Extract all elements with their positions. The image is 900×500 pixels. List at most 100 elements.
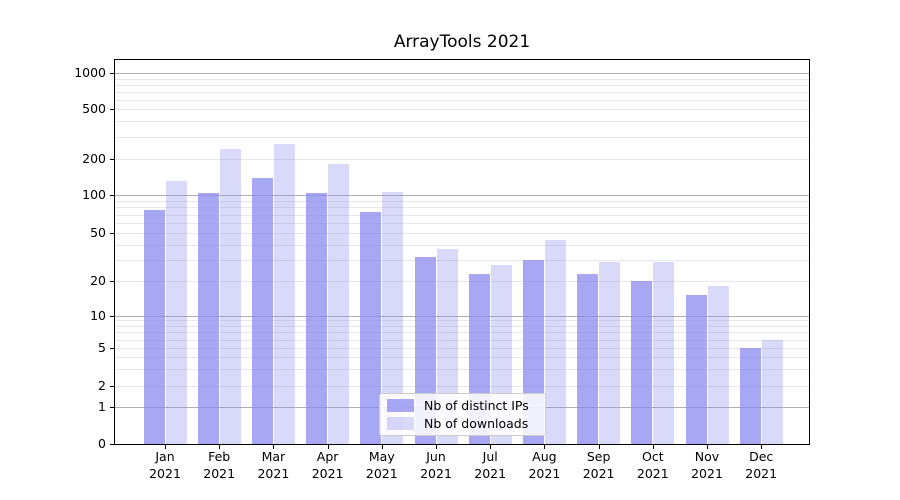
y-tick-label: 5 xyxy=(98,340,106,356)
plot-area: Nb of distinct IPs Nb of downloads xyxy=(114,59,810,445)
y-tick-label: 0 xyxy=(98,436,106,451)
x-tick-label-year: 2021 xyxy=(582,465,615,481)
x-tick-label: May 2021 xyxy=(352,449,412,482)
bar-downloads-apr xyxy=(328,164,350,444)
x-tick-mark xyxy=(436,445,437,449)
y-tick-label: 50 xyxy=(90,225,106,241)
bar-distinct-ips-feb xyxy=(197,193,219,444)
gridlines-layer xyxy=(115,60,809,444)
x-tick-label-year: 2021 xyxy=(420,465,452,481)
bar-distinct-ips-dec xyxy=(739,348,761,444)
x-tick-label: Jan 2021 xyxy=(135,449,195,482)
y-tick-mark xyxy=(110,386,114,387)
x-tick-label: Jul 2021 xyxy=(460,449,520,482)
x-tick-label-month: Jan xyxy=(155,449,175,464)
bar-downloads-dec xyxy=(761,339,783,444)
x-tick-label: Sep 2021 xyxy=(569,449,629,482)
x-tick-mark xyxy=(598,445,600,449)
x-tick-label-month: Jun xyxy=(426,449,446,464)
chart-title: ArrayTools 2021 xyxy=(393,32,531,52)
bar-distinct-ips-mar xyxy=(251,178,273,444)
y-tick-mark xyxy=(110,348,114,350)
gridline-minor xyxy=(115,326,809,328)
gridline-minor xyxy=(115,369,809,371)
x-tick-label-year: 2021 xyxy=(257,465,290,481)
y-tick-label: 10 xyxy=(90,307,106,323)
gridline-minor xyxy=(115,339,809,341)
x-tick-mark xyxy=(761,445,763,449)
gridline-minor xyxy=(115,136,809,138)
y-tick-mark xyxy=(110,195,114,196)
gridline-minor xyxy=(115,357,809,359)
x-tick-label-month: Nov xyxy=(694,449,720,464)
x-tick-label-month: Aug xyxy=(532,449,557,464)
y-tick-mark xyxy=(110,158,114,160)
x-tick-label: Aug 2021 xyxy=(514,449,574,482)
x-tick-label: Apr 2021 xyxy=(298,449,358,482)
gridline-major xyxy=(115,315,809,317)
gridline-minor xyxy=(115,386,809,387)
gridline-minor xyxy=(115,84,809,86)
bar-downloads-mar xyxy=(273,144,295,444)
legend-swatch-distinct-ips xyxy=(387,399,414,413)
x-tick-mark xyxy=(219,445,221,449)
x-tick-label-month: Apr xyxy=(316,449,339,464)
y-tick-mark xyxy=(110,281,114,282)
x-tick-mark xyxy=(652,445,654,449)
y-tick-mark xyxy=(110,73,114,75)
x-tick-label-year: 2021 xyxy=(474,465,507,481)
x-tick-label-year: 2021 xyxy=(149,465,181,481)
y-tick-label: 20 xyxy=(90,273,106,288)
x-tick-label-year: 2021 xyxy=(691,465,723,481)
gridline-minor xyxy=(115,332,809,334)
x-tick-mark xyxy=(327,445,329,449)
gridline-minor xyxy=(115,320,809,322)
x-tick-mark xyxy=(544,445,546,449)
x-tick-label-year: 2021 xyxy=(528,465,561,481)
bar-distinct-ips-jan xyxy=(143,210,165,444)
x-tick-label-month: Jul xyxy=(482,449,498,464)
legend-label-distinct-ips: Nb of distinct IPs xyxy=(424,398,529,414)
gridline-minor xyxy=(115,99,809,101)
y-tick-mark xyxy=(110,444,114,445)
x-tick-label: Mar 2021 xyxy=(243,449,303,482)
bar-downloads-may xyxy=(382,192,404,444)
gridline-minor xyxy=(115,244,809,246)
legend-entry-downloads: Nb of downloads xyxy=(387,416,538,431)
x-tick-mark xyxy=(490,445,492,449)
bar-downloads-oct xyxy=(653,261,675,444)
x-tick-mark xyxy=(381,445,383,449)
y-tick-label: 200 xyxy=(82,150,106,166)
bar-downloads-nov xyxy=(707,286,729,444)
x-tick-label: Nov 2021 xyxy=(677,449,737,482)
x-tick-label-month: May xyxy=(368,449,395,464)
gridline-minor xyxy=(115,223,809,225)
bar-distinct-ips-apr xyxy=(306,193,328,444)
y-tick-mark xyxy=(110,233,114,235)
gridline-minor xyxy=(115,200,809,202)
x-tick-mark xyxy=(707,445,708,449)
bars-layer xyxy=(115,60,809,444)
x-tick-mark xyxy=(273,445,275,449)
gridline-minor xyxy=(115,109,809,111)
legend-label-downloads: Nb of downloads xyxy=(424,415,529,431)
bar-downloads-sep xyxy=(599,261,621,444)
gridline-minor xyxy=(115,78,809,80)
gridline-minor xyxy=(115,348,809,350)
gridline-minor xyxy=(115,158,809,160)
gridline-major xyxy=(115,73,809,75)
y-tick-label: 500 xyxy=(82,101,106,117)
legend-swatch-downloads xyxy=(387,416,414,430)
x-tick-label-month: Feb xyxy=(208,449,231,464)
y-tick-label: 1 xyxy=(98,399,106,415)
x-tick-mark xyxy=(165,445,166,449)
bar-distinct-ips-may xyxy=(360,211,382,444)
y-tick-label: 100 xyxy=(82,187,106,202)
legend-entry-distinct-ips: Nb of distinct IPs xyxy=(387,398,538,413)
bar-downloads-jan xyxy=(165,181,187,444)
bar-downloads-aug xyxy=(544,239,566,444)
legend: Nb of distinct IPs Nb of downloads xyxy=(379,393,546,436)
gridline-minor xyxy=(115,259,809,261)
gridline-minor xyxy=(115,121,809,123)
